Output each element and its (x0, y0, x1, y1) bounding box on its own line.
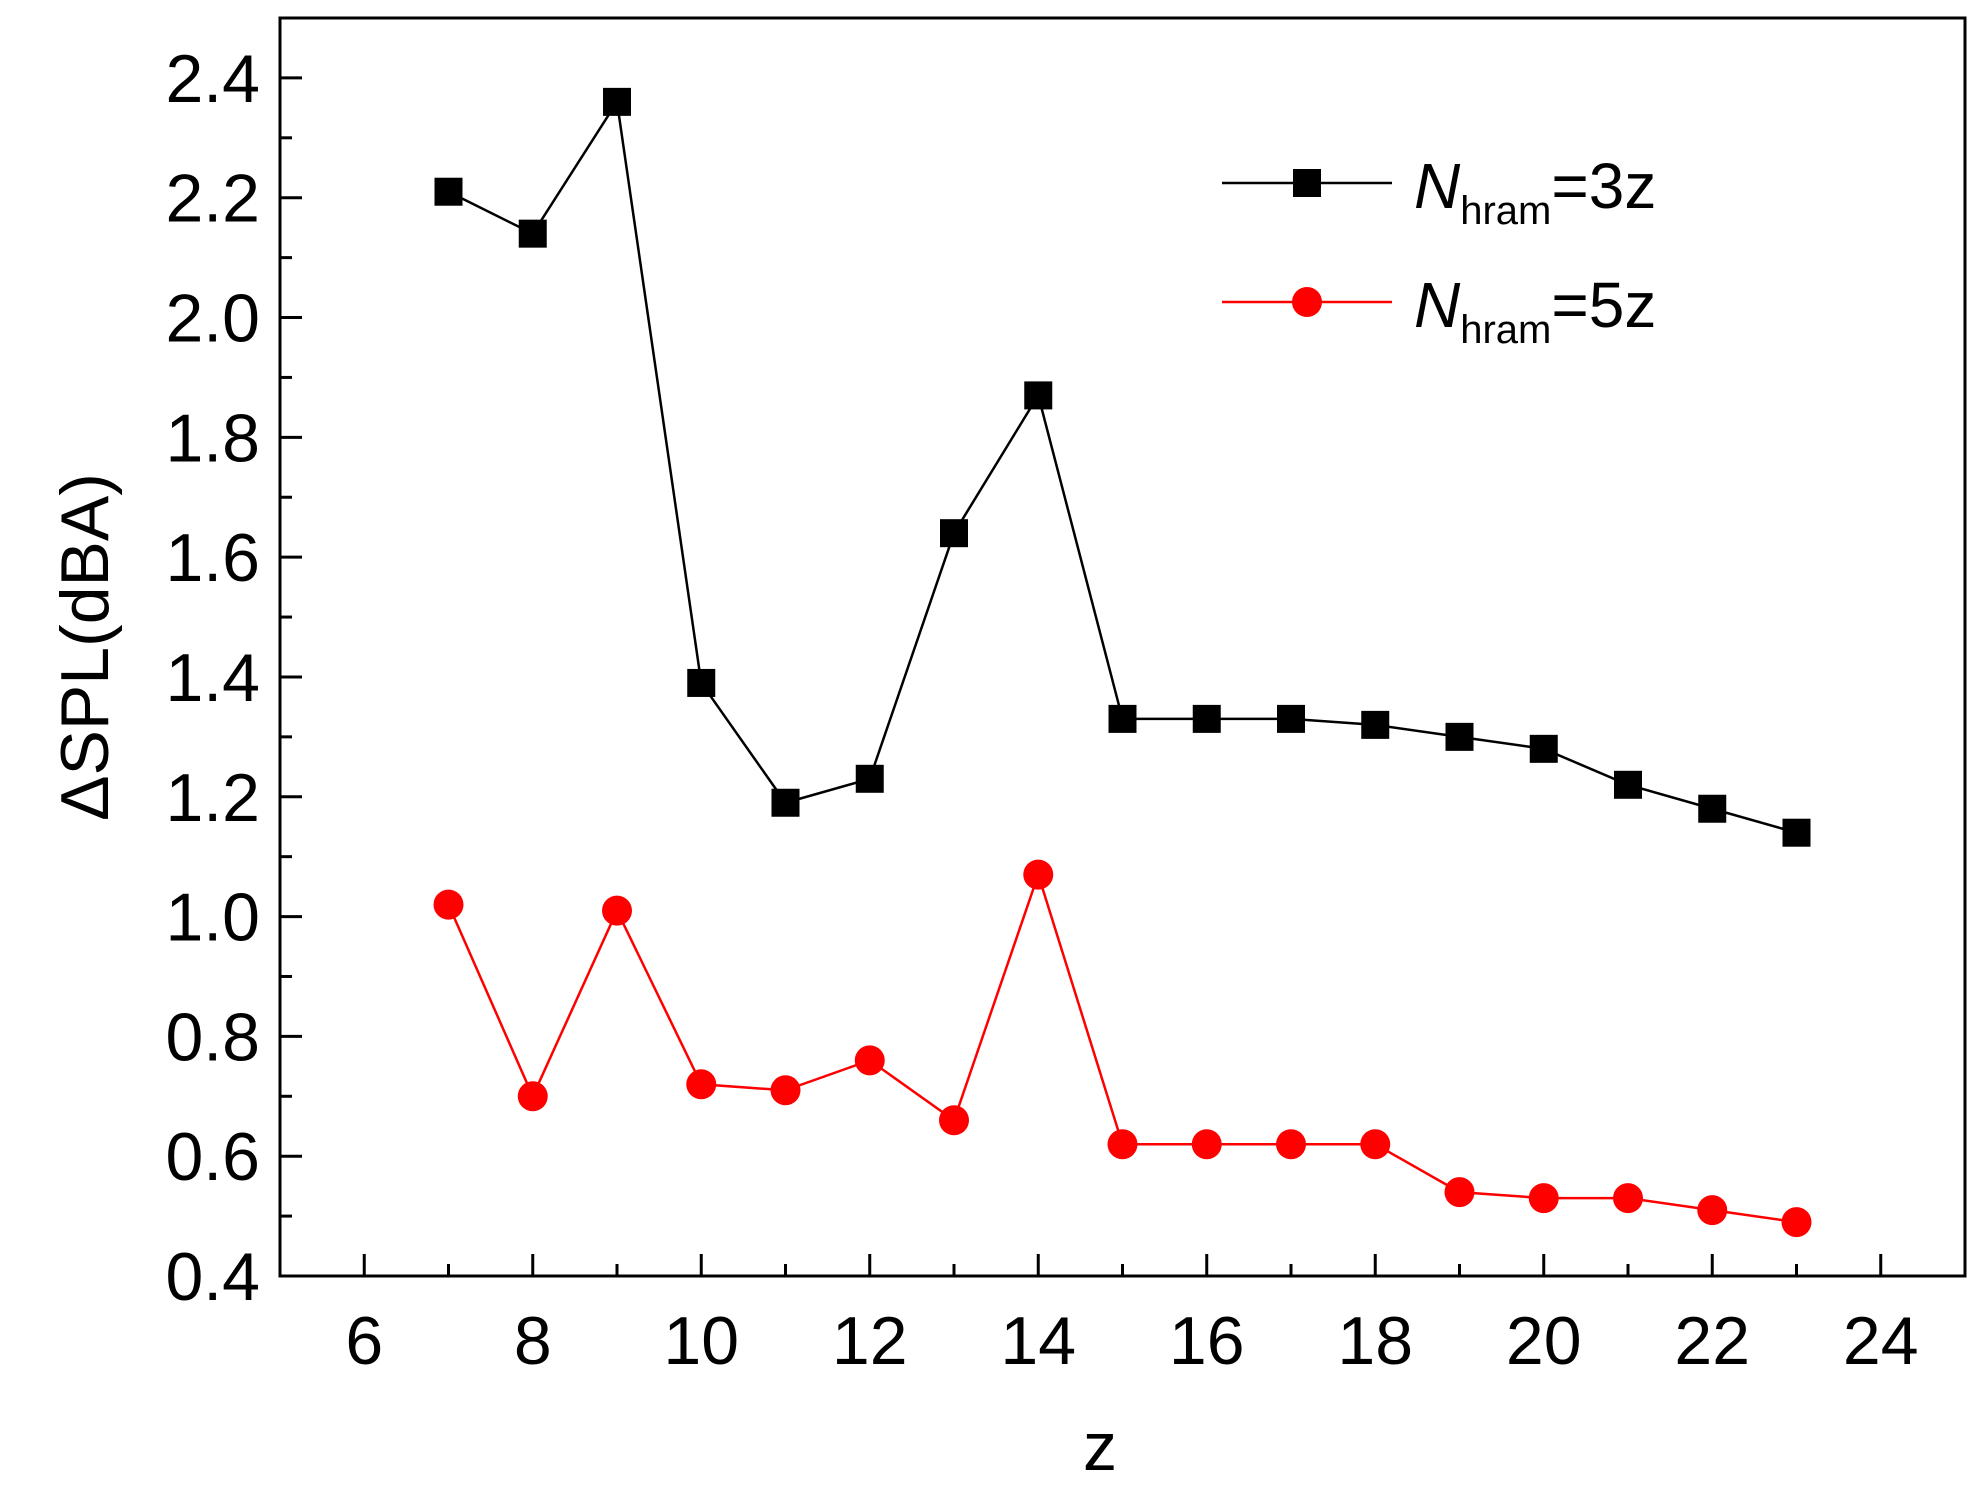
y-tick-label-1: 1.0 (165, 880, 260, 956)
data-point (1614, 770, 1642, 799)
legend-label-5z-sub: hram (1460, 308, 1551, 352)
data-point (1276, 1129, 1306, 1160)
data-point (1613, 1183, 1643, 1214)
plot-area (433, 87, 1812, 1238)
legend-marker-5z (1292, 287, 1322, 317)
x-tick-label-6: 6 (345, 1303, 383, 1379)
data-point (1445, 722, 1474, 751)
y-tick-label-1.2: 1.2 (165, 760, 260, 836)
x-axis-label: z (1083, 1409, 1117, 1485)
x-tick-label-18: 18 (1337, 1303, 1413, 1379)
legend-label-3z-suffix: =3z (1551, 150, 1656, 222)
data-point (1697, 1195, 1728, 1226)
legend-label-3z-sub: hram (1460, 189, 1551, 233)
data-point (686, 1069, 717, 1100)
data-point (1360, 1129, 1391, 1160)
data-point (1277, 704, 1305, 733)
data-point (1361, 710, 1390, 739)
data-point (433, 889, 464, 920)
data-point (517, 1081, 548, 1112)
data-point (1782, 818, 1811, 847)
data-point (940, 519, 968, 548)
y-tick-label-1.4: 1.4 (165, 640, 260, 716)
y-tick-label-0.6: 0.6 (165, 1119, 260, 1195)
data-point (603, 87, 631, 116)
legend-label-5z-main: N (1414, 269, 1461, 341)
data-point (1024, 381, 1053, 410)
legend-entry-5z: Nhram=5z (1222, 269, 1656, 352)
data-point (939, 1105, 969, 1136)
x-tick-label-16: 16 (1169, 1303, 1245, 1379)
data-point (518, 219, 547, 248)
data-point (1107, 1129, 1138, 1160)
y-tick-label-2: 2.0 (165, 281, 260, 357)
x-tick-label-14: 14 (1000, 1303, 1076, 1379)
data-point (1529, 734, 1558, 763)
legend-label-3z: Nhram=3z (1414, 150, 1656, 233)
legend-entry-3z: Nhram=3z (1222, 150, 1656, 233)
legend-label-3z-main: N (1414, 150, 1461, 222)
x-tick-label-22: 22 (1674, 1303, 1750, 1379)
data-point (854, 1045, 885, 1076)
y-axis-label: ΔSPL(dBA) (47, 473, 123, 821)
x-tick-label-24: 24 (1843, 1303, 1919, 1379)
data-point (1191, 1129, 1222, 1160)
data-point (1444, 1177, 1475, 1208)
data-point (1108, 704, 1137, 733)
y-tick-label-1.8: 1.8 (165, 400, 260, 476)
legend-label-5z-suffix: =5z (1551, 269, 1656, 341)
series-line-1 (447, 870, 1797, 1224)
y-tick-label-0.4: 0.4 (165, 1239, 260, 1315)
data-point (1781, 1207, 1812, 1238)
legend-label-5z: Nhram=5z (1414, 269, 1656, 352)
data-point (1192, 704, 1221, 733)
data-point (1023, 859, 1054, 890)
data-point (770, 1075, 801, 1106)
y-axis: 0.4 0.6 0.8 1.0 1.2 1.4 1.6 1.8 2.0 2.2 2.4 (165, 16, 302, 1315)
data-point (855, 764, 884, 793)
x-tick-label-10: 10 (663, 1303, 739, 1379)
x-tick-label-20: 20 (1506, 1303, 1582, 1379)
data-point (771, 788, 800, 817)
data-point (1698, 794, 1727, 823)
data-point (687, 668, 716, 697)
x-axis: 6 8 10 12 14 16 18 20 22 24 (345, 1254, 1919, 1379)
data-point (602, 895, 632, 926)
legend: Nhram=3z Nhram=5z (1222, 150, 1656, 352)
x-tick-label-8: 8 (514, 1303, 552, 1379)
series-Nhram-3z (434, 87, 1811, 847)
y-tick-label-2.2: 2.2 (165, 161, 260, 237)
y-tick-label-0.8: 0.8 (165, 999, 260, 1075)
legend-marker-3z (1293, 169, 1321, 197)
data-point (1528, 1183, 1559, 1214)
y-tick-label-1.6: 1.6 (165, 520, 260, 596)
x-tick-label-12: 12 (832, 1303, 908, 1379)
series-Nhram-5z (433, 859, 1812, 1238)
data-point (434, 177, 463, 206)
y-tick-label-2.4: 2.4 (165, 41, 260, 117)
